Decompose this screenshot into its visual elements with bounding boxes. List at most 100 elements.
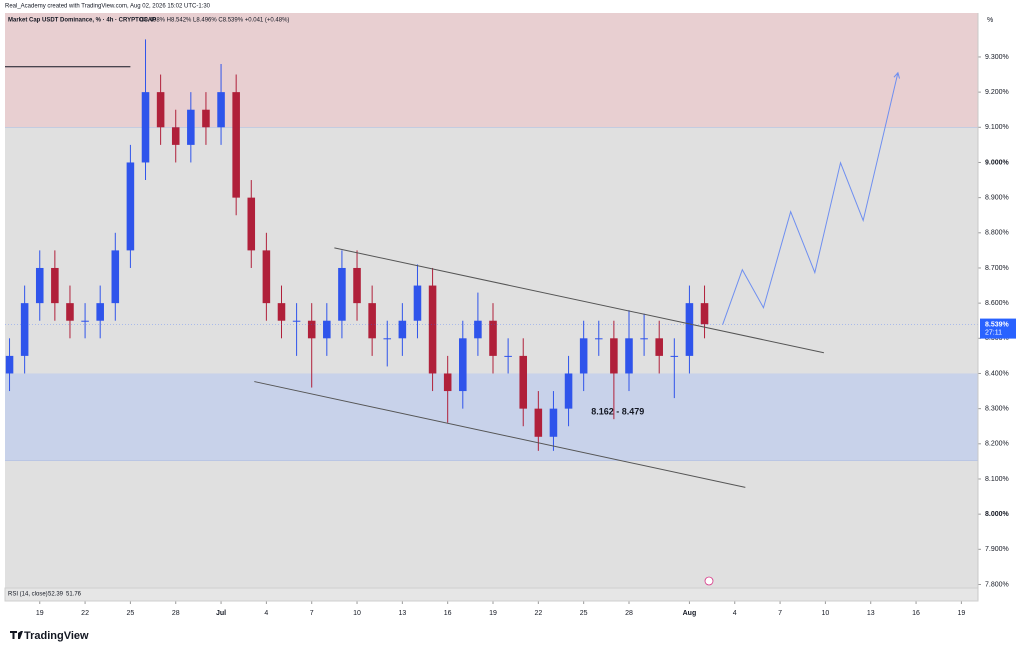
drawings	[5, 66, 978, 488]
candle-body	[277, 303, 286, 321]
y-tick-label: 8.400%	[985, 370, 1009, 377]
candle-body	[307, 320, 316, 339]
candle-body	[35, 267, 44, 304]
x-tick-label: Jul	[216, 610, 226, 617]
candle-body	[534, 408, 543, 437]
candle-body	[519, 355, 528, 409]
x-tick-label: 4	[264, 610, 268, 617]
candle-body	[685, 303, 694, 356]
candle-body	[217, 92, 225, 128]
candle-body	[594, 338, 603, 340]
candle-body	[640, 338, 648, 340]
zone	[5, 373, 978, 461]
x-tick-label: 16	[444, 610, 452, 617]
candle-body	[171, 127, 180, 145]
indicator-value: 52.39	[48, 592, 64, 598]
candle-body	[655, 338, 663, 356]
candle-body	[20, 303, 29, 356]
candle-body	[5, 355, 14, 374]
rsi-pane	[4, 587, 979, 602]
candle-body	[353, 267, 361, 304]
candle-body	[126, 162, 135, 251]
x-tick-label: 22	[534, 610, 542, 617]
candle-body	[579, 338, 588, 374]
y-tick-label: 8.700%	[985, 265, 1009, 272]
candle-body	[141, 92, 150, 163]
candle-body	[338, 267, 346, 321]
y-tick-label: 8.100%	[985, 476, 1009, 483]
candle-body	[232, 92, 240, 198]
chart-title: Market Cap USDT Dominance, % · 4h · CRYP…	[8, 18, 156, 24]
candle-body	[81, 320, 89, 322]
axis-unit: %	[987, 17, 993, 24]
candle-body	[111, 250, 120, 304]
candle-body	[96, 303, 104, 321]
y-tick-label: 8.200%	[985, 441, 1009, 448]
candle-body	[625, 338, 633, 374]
trend-line	[334, 247, 824, 354]
x-tick-label: 13	[867, 610, 875, 617]
candle-body	[413, 285, 422, 321]
candle-body	[459, 338, 467, 392]
candle-body	[323, 320, 331, 339]
x-tick-label: 4	[733, 610, 737, 617]
candle-body	[383, 338, 392, 340]
y-tick-label: 9.000%	[985, 159, 1010, 166]
zones: 8.162 - 8.479	[5, 13, 978, 461]
y-tick-label: 8.000%	[985, 511, 1010, 518]
x-tick-label: 7	[310, 610, 314, 617]
last-price-label: 8.539%	[985, 321, 1010, 328]
x-tick-label: 19	[36, 610, 44, 617]
x-tick-label: 19	[957, 610, 965, 617]
zone-label: 8.162 - 8.479	[591, 407, 644, 417]
candle-body	[564, 373, 573, 409]
y-tick-label: 9.100%	[985, 124, 1009, 131]
trend-line	[722, 72, 899, 325]
ohlc-legend: O8.498% H8.542% L8.496% C8.539% +0.041 (…	[140, 18, 289, 24]
x-tick-label: 28	[172, 610, 180, 617]
last-price-box	[980, 318, 1016, 339]
candle-body	[156, 92, 165, 128]
y-tick-label: 8.300%	[985, 405, 1009, 412]
y-tick-label: 9.300%	[985, 54, 1009, 61]
candle-body	[187, 109, 195, 145]
x-tick-label: 22	[81, 610, 89, 617]
x-tick-label: 28	[625, 610, 633, 617]
candle-body	[202, 109, 210, 128]
y-tick-label: 8.600%	[985, 300, 1009, 307]
candle-body	[504, 355, 512, 357]
zone	[5, 13, 978, 128]
candle-body	[66, 303, 74, 321]
x-tick-label: 19	[489, 610, 497, 617]
candle-body	[700, 303, 709, 325]
candle-body	[368, 303, 376, 339]
candle-body	[610, 338, 618, 374]
candle-body	[670, 355, 679, 357]
x-tick-label: 16	[912, 610, 920, 617]
candle-body	[398, 320, 407, 339]
countdown: 27:11	[985, 329, 1002, 336]
event-icon[interactable]	[704, 576, 714, 586]
x-tick-label: 25	[127, 610, 135, 617]
x-tick-label: 10	[822, 610, 830, 617]
candle-body	[428, 285, 437, 374]
y-tick-label: 8.800%	[985, 230, 1009, 237]
y-tick-label: 8.900%	[985, 194, 1009, 201]
candle-body	[549, 408, 558, 437]
candle-body	[262, 250, 271, 304]
trend-line	[254, 381, 746, 488]
candle-body	[489, 320, 497, 356]
candles	[5, 39, 709, 451]
arrow-head	[893, 71, 901, 79]
brand-logo	[10, 631, 23, 639]
indicator-name: RSI (14, close)	[8, 592, 48, 598]
y-tick-label: 9.200%	[985, 89, 1009, 96]
x-tick-label: 10	[353, 610, 361, 617]
indicator-value: 51.76	[66, 592, 82, 598]
candle-body	[474, 320, 482, 339]
y-tick-label: 7.800%	[985, 581, 1009, 588]
brand: TradingView	[24, 630, 89, 642]
candle-body	[292, 320, 301, 322]
x-tick-label: 13	[398, 610, 406, 617]
y-tick-label: 7.900%	[985, 546, 1009, 553]
